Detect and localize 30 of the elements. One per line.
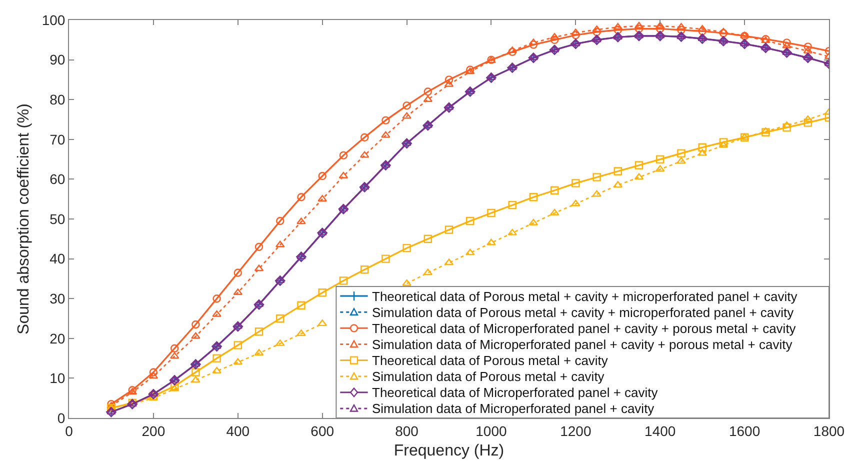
legend-label: Theoretical data of Porous metal + cavity [372,353,608,368]
legend-label: Theoretical data of Porous metal + cavity + microperforated panel + cavity [372,289,798,304]
x-tick-label: 400 [226,422,250,439]
legend-label: Simulation data of Microperforated panel + cavity + porous metal + cavity [372,337,793,352]
y-tick-label: 30 [50,290,66,306]
y-tick-label: 90 [50,52,66,68]
y-tick-label: 50 [50,210,66,227]
y-tick-label: 10 [50,370,66,386]
x-tick-label: 200 [142,422,166,439]
y-tick-label: 20 [50,330,66,346]
x-tick-label: 600 [310,422,334,439]
legend-label: Theoretical data of Microperforated panel + cavity + porous metal + cavity [372,321,796,336]
x-tick-label: 1600 [728,422,760,439]
legend-label: Simulation data of Porous metal + cavity [372,369,605,384]
y-tick-label: 0 [57,410,66,426]
x-axis-title: Frequency (Hz) [394,442,504,460]
legend-label: Theoretical data of Microperforated panel + cavity [372,385,658,400]
legend-label: Simulation data of Microperforated panel + cavity [372,401,655,416]
y-axis-title: Sound absorption coefficient (%) [16,104,33,334]
y-tick-label: 100 [42,12,66,28]
y-tick-label: 40 [50,250,66,267]
x-tick-label: 800 [395,422,419,439]
x-tick-label: 1200 [560,422,592,439]
x-tick-label: 1400 [644,422,676,439]
y-tick-label: 70 [50,131,66,148]
x-tick-label: 1000 [476,422,507,439]
legend-label: Simulation data of Porous metal + cavity + microperforated panel + cavity [372,305,794,320]
y-tick-label: 80 [50,92,66,108]
y-tick-label: 60 [50,171,66,188]
x-tick-label: 1800 [813,422,845,439]
